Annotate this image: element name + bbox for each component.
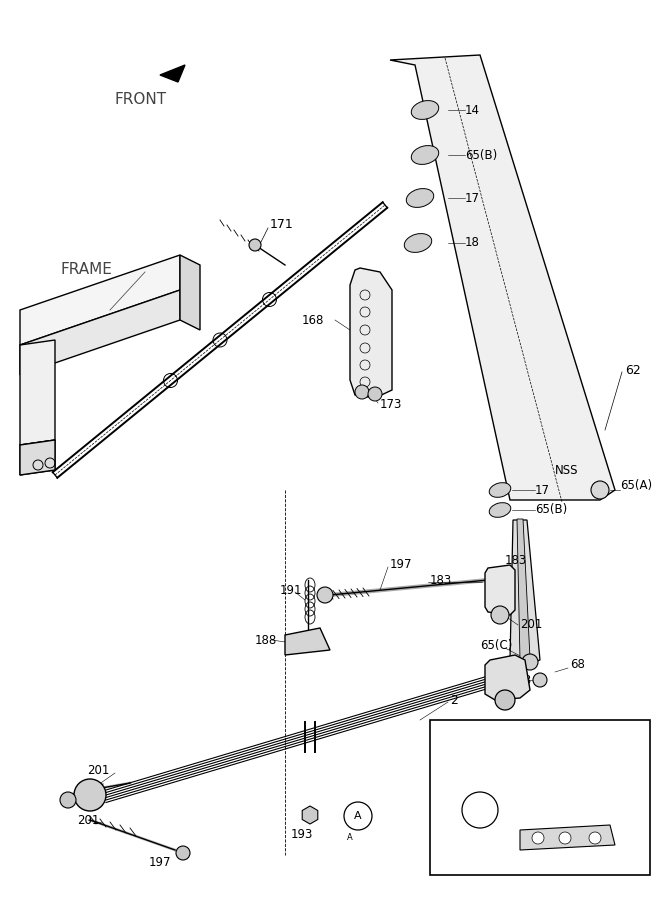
Polygon shape <box>485 565 515 615</box>
Polygon shape <box>520 825 615 850</box>
Text: 188: 188 <box>255 634 277 646</box>
Circle shape <box>495 690 515 710</box>
Circle shape <box>522 654 538 670</box>
Text: FRONT: FRONT <box>115 93 167 107</box>
Circle shape <box>491 606 509 624</box>
Text: 197: 197 <box>390 559 412 572</box>
Text: 62: 62 <box>625 364 641 376</box>
Text: 17: 17 <box>465 192 480 204</box>
Circle shape <box>249 239 261 251</box>
Polygon shape <box>285 628 330 655</box>
Text: 201: 201 <box>87 763 110 777</box>
Text: 201: 201 <box>520 618 542 632</box>
Ellipse shape <box>404 234 432 252</box>
Text: 173: 173 <box>380 399 402 411</box>
Text: 171: 171 <box>270 219 293 231</box>
Text: 183: 183 <box>505 554 527 566</box>
Circle shape <box>60 792 76 808</box>
Circle shape <box>355 385 369 399</box>
Text: 193: 193 <box>291 829 313 842</box>
Circle shape <box>176 846 190 860</box>
Text: 65(B): 65(B) <box>535 503 567 517</box>
FancyBboxPatch shape <box>430 720 650 875</box>
Text: 65(B): 65(B) <box>465 148 498 161</box>
Polygon shape <box>20 440 55 475</box>
Text: 68: 68 <box>570 659 585 671</box>
Text: 197: 197 <box>149 856 171 868</box>
Circle shape <box>74 779 106 811</box>
Text: 192: 192 <box>620 824 642 836</box>
Polygon shape <box>350 268 392 398</box>
Polygon shape <box>517 519 530 660</box>
Text: 201: 201 <box>77 814 100 826</box>
Ellipse shape <box>412 101 439 120</box>
Ellipse shape <box>412 146 439 165</box>
Circle shape <box>368 387 382 401</box>
Polygon shape <box>20 290 180 375</box>
Polygon shape <box>510 520 540 665</box>
Circle shape <box>532 832 544 844</box>
Polygon shape <box>20 440 55 475</box>
Polygon shape <box>20 340 55 445</box>
Text: 17: 17 <box>535 483 550 497</box>
Polygon shape <box>302 806 317 824</box>
Circle shape <box>589 832 601 844</box>
Text: 168: 168 <box>302 313 324 327</box>
Polygon shape <box>485 655 530 700</box>
Text: 18: 18 <box>465 237 480 249</box>
Text: 2: 2 <box>450 694 458 706</box>
Polygon shape <box>160 65 185 82</box>
Ellipse shape <box>406 189 434 207</box>
Text: A: A <box>347 833 353 842</box>
Circle shape <box>559 832 571 844</box>
Circle shape <box>317 587 333 603</box>
Ellipse shape <box>489 503 511 517</box>
Text: A: A <box>476 804 484 816</box>
Text: 14: 14 <box>465 104 480 116</box>
Text: 103: 103 <box>510 673 532 687</box>
Text: 65(A): 65(A) <box>620 479 652 491</box>
Text: A: A <box>354 811 362 821</box>
Text: ASSIST SIDE: ASSIST SIDE <box>500 734 580 746</box>
Text: NSS: NSS <box>555 464 578 476</box>
Circle shape <box>591 481 609 499</box>
Text: 65(C): 65(C) <box>480 638 512 652</box>
Text: FRAME: FRAME <box>60 263 112 277</box>
Ellipse shape <box>489 482 511 498</box>
Polygon shape <box>180 255 200 330</box>
Text: 183: 183 <box>430 573 452 587</box>
Polygon shape <box>390 55 615 500</box>
Text: 191: 191 <box>280 583 303 597</box>
Circle shape <box>533 673 547 687</box>
Polygon shape <box>20 255 180 345</box>
